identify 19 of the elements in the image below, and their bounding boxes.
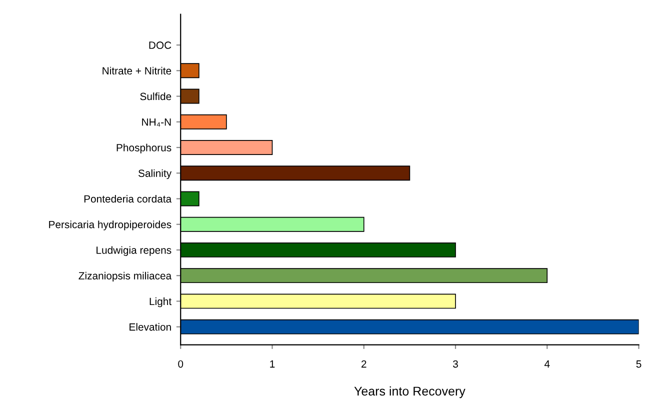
y-tick-label: Phosphorus — [116, 144, 172, 154]
y-tick-label: Ludwigia repens — [96, 246, 172, 256]
y-tick-label: Pontederia cordata — [84, 194, 172, 203]
y-tick-label: DOC — [149, 42, 172, 49]
x-tick-label: 0 — [178, 360, 184, 368]
y-tick-label: NH₄-N — [142, 118, 171, 127]
y-tick-label: Light — [150, 297, 172, 308]
y-tick-label: Persicaria hydropiperoides — [49, 220, 172, 230]
x-tick-label: 4 — [544, 360, 550, 368]
y-tick-label: Elevation — [130, 323, 171, 331]
x-tick-label: 3 — [453, 360, 458, 368]
y-tick-label: Nitrate + Nitrite — [102, 66, 172, 75]
y-tick-label: Salinity — [138, 169, 172, 180]
y-tick-label: Zizaniopsis miliacea — [78, 272, 172, 282]
y-tick-label: Sulfide — [140, 92, 172, 100]
x-tick-label: 2 — [362, 360, 366, 368]
x-tick-label: 5 — [636, 360, 642, 368]
x-tick-label: 1 — [270, 360, 275, 368]
x-axis-title: Years into Recovery — [354, 386, 466, 398]
